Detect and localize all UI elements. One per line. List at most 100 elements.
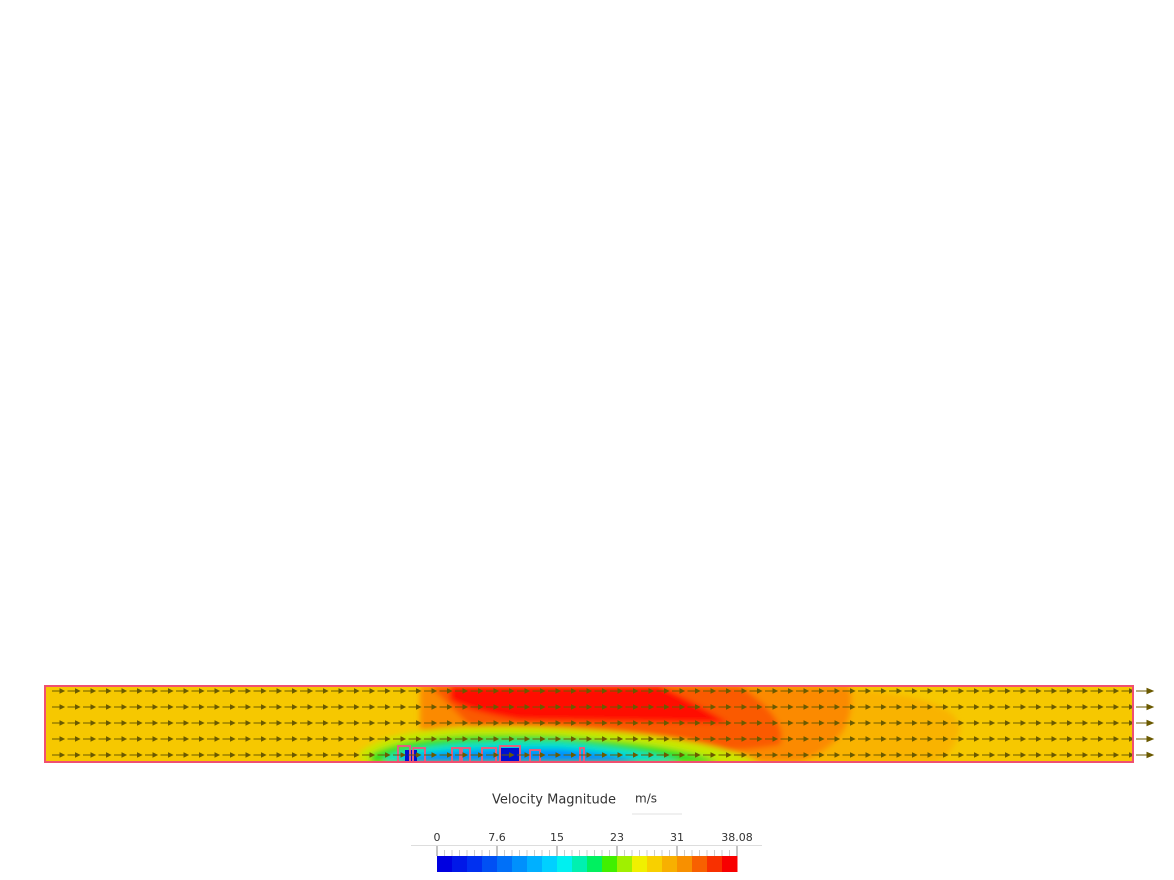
colorbar-segment (662, 856, 678, 872)
flow-arrow-head (586, 752, 593, 758)
flow-arrow-head (710, 720, 717, 726)
flow-arrow-head (478, 704, 484, 710)
flow-arrow-head (834, 704, 841, 710)
flow-arrow-head (757, 720, 763, 726)
flow-arrow-head (509, 688, 515, 694)
flow-arrow-head (307, 720, 314, 726)
flow-arrow-head (1020, 720, 1027, 726)
flow-arrow-head (555, 720, 562, 726)
flow-arrow-head (819, 704, 825, 710)
flow-arrow-head (230, 720, 236, 726)
flow-arrow-head (679, 752, 686, 758)
flow-arrow-head (75, 688, 81, 694)
tick-label: 31 (670, 831, 684, 844)
flow-arrow-head (90, 720, 97, 726)
outlet-arrow-head (1146, 703, 1155, 711)
flow-arrow-head (757, 688, 763, 694)
flow-arrow-head (199, 736, 205, 742)
flow-arrow-head (710, 688, 717, 694)
tick-label: 38.08 (721, 831, 753, 844)
flow-arrow-head (478, 736, 484, 742)
flow-arrow-head (648, 752, 655, 758)
colorbar-segment (437, 856, 453, 872)
flow-arrow-head (1082, 704, 1089, 710)
flow-arrow-head (974, 736, 980, 742)
flow-arrow-head (834, 736, 841, 742)
flow-arrow-head (400, 704, 407, 710)
flow-arrow-head (865, 704, 872, 710)
flow-arrow-head (788, 752, 794, 758)
flow-arrow-head (540, 704, 546, 710)
flow-arrow-head (292, 752, 298, 758)
flow-arrow-head (834, 752, 841, 758)
flow-arrow-head (896, 736, 903, 742)
flow-arrow-head (571, 752, 577, 758)
flow-arrow-head (338, 752, 345, 758)
flow-arrow-head (168, 752, 174, 758)
flow-arrow-head (75, 720, 81, 726)
flow-arrow-head (323, 720, 329, 726)
flow-arrow-head (571, 704, 577, 710)
tick-label: 15 (550, 831, 564, 844)
flow-arrow-head (788, 688, 794, 694)
flow-arrow-head (369, 704, 376, 710)
flow-arrow-head (757, 752, 763, 758)
flow-arrow-head (1098, 752, 1104, 758)
flow-arrow-head (741, 688, 748, 694)
flow-arrow-head (927, 688, 934, 694)
flow-arrow-head (478, 720, 484, 726)
colorbar-segment (527, 856, 543, 872)
outlet-arrow-head (1146, 735, 1155, 743)
flow-arrow-head (354, 720, 360, 726)
flow-arrow-head (943, 704, 949, 710)
flow-arrow-head (478, 688, 484, 694)
flow-arrow-head (912, 752, 918, 758)
flow-arrow-head (447, 752, 453, 758)
tick-label: 7.6 (488, 831, 506, 844)
flow-arrow-head (183, 736, 190, 742)
flow-arrow-head (369, 736, 376, 742)
legend-unit[interactable]: m/s (635, 792, 657, 806)
flow-arrow-head (1005, 688, 1011, 694)
flow-arrow-head (989, 752, 996, 758)
flow-arrow-head (106, 688, 112, 694)
flow-arrow-head (447, 720, 453, 726)
flow-arrow-head (90, 688, 97, 694)
flow-arrow-head (974, 720, 980, 726)
flow-arrow-head (772, 736, 779, 742)
flow-arrow-head (245, 736, 252, 742)
flow-arrow-head (912, 688, 918, 694)
flow-arrow-head (586, 704, 593, 710)
flow-arrow-head (447, 704, 453, 710)
flow-arrow-head (803, 688, 810, 694)
flow-arrow-head (741, 752, 748, 758)
flow-arrow-head (261, 704, 267, 710)
flow-arrow-head (803, 736, 810, 742)
flow-arrow-head (168, 720, 174, 726)
flow-arrow-head (338, 704, 345, 710)
colorbar-segment (722, 856, 738, 872)
flow-arrow-head (524, 736, 531, 742)
flow-arrow-head (726, 736, 732, 742)
domain-outline (44, 685, 1134, 763)
flow-arrow-head (710, 704, 717, 710)
flow-arrow-head (338, 720, 345, 726)
flow-arrow-head (137, 752, 143, 758)
flow-arrow-head (199, 752, 205, 758)
flow-arrow-head (183, 752, 190, 758)
flow-arrow-head (416, 736, 422, 742)
flow-arrow-head (524, 704, 531, 710)
flow-arrow-head (276, 720, 283, 726)
flow-arrow-head (323, 704, 329, 710)
flow-arrow-head (1036, 720, 1042, 726)
flow-arrow-head (75, 704, 81, 710)
flow-arrow-head (1067, 688, 1073, 694)
legend-title: Velocity Magnitude (492, 793, 616, 808)
flow-arrow-head (276, 688, 283, 694)
flow-arrow-head (400, 736, 407, 742)
flow-arrow-head (354, 736, 360, 742)
flow-arrow-head (865, 688, 872, 694)
flow-arrow-head (137, 704, 143, 710)
flow-arrow-head (524, 752, 531, 758)
flow-arrow-head (617, 736, 624, 742)
